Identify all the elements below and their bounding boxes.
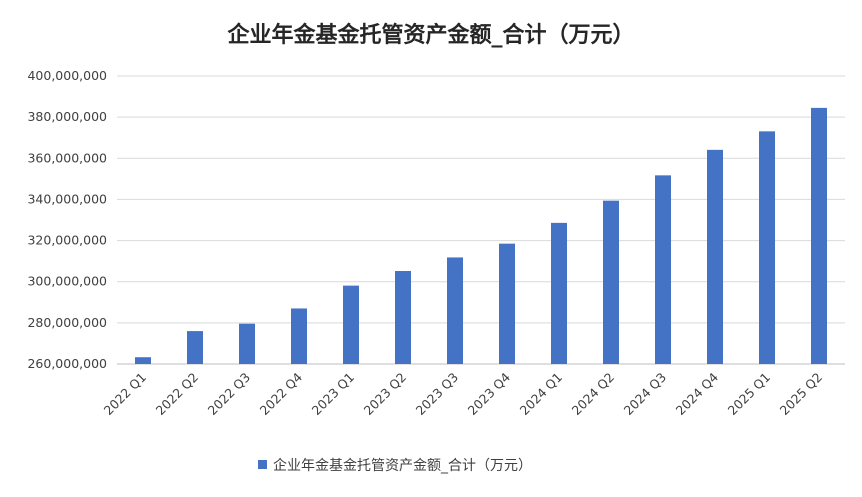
- bar: [447, 257, 463, 364]
- x-tick-label: 2022 Q1: [101, 370, 149, 418]
- x-tick-label: 2023 Q1: [309, 370, 357, 418]
- bar: [707, 149, 723, 364]
- x-tick-label: 2022 Q4: [257, 369, 306, 418]
- y-axis: 260,000,000 280,000,000 300,000,000 320,000…: [27, 68, 107, 371]
- x-tick-label: 2023 Q2: [361, 370, 409, 418]
- x-tick-label: 2023 Q3: [413, 370, 461, 418]
- bar: [135, 357, 151, 364]
- x-tick-label: 2022 Q2: [153, 370, 201, 418]
- x-tick-label: 2023 Q4: [465, 369, 514, 418]
- legend-swatch: [258, 460, 267, 469]
- legend-label: 企业年金基金托管资产金额_合计（万元）: [273, 457, 532, 474]
- y-tick-label: 320,000,000: [27, 233, 107, 248]
- bar: [291, 308, 307, 364]
- bar: [811, 107, 827, 364]
- x-tick-label: 2025 Q2: [777, 370, 825, 418]
- bar: [759, 131, 775, 364]
- x-tick-label: 2025 Q1: [725, 370, 773, 418]
- x-tick-label: 2022 Q3: [205, 370, 253, 418]
- bar: [187, 331, 203, 364]
- x-tick-label: 2024 Q1: [517, 370, 565, 418]
- bar: [395, 271, 411, 364]
- y-tick-label: 380,000,000: [27, 109, 107, 124]
- bar: [343, 285, 359, 364]
- bar: [239, 323, 255, 364]
- bar: [655, 175, 671, 364]
- x-tick-label: 2024 Q3: [621, 370, 669, 418]
- bar: [499, 243, 515, 364]
- y-tick-label: 400,000,000: [27, 68, 107, 83]
- y-tick-label: 300,000,000: [27, 274, 107, 289]
- y-tick-label: 260,000,000: [27, 356, 107, 371]
- gridlines: [117, 75, 845, 365]
- x-tick-label: 2024 Q4: [673, 369, 722, 418]
- bar: [603, 200, 619, 364]
- y-tick-label: 280,000,000: [27, 315, 107, 330]
- bar: [551, 222, 567, 364]
- y-tick-label: 340,000,000: [27, 191, 107, 206]
- legend: 企业年金基金托管资产金额_合计（万元）: [258, 457, 532, 474]
- x-axis: 2022 Q1 2022 Q2 2022 Q3 2022 Q4 2023 Q1 2023 …: [101, 369, 825, 418]
- chart-title: 企业年金基金托管资产金额_合计（万元）: [226, 22, 634, 48]
- y-tick-label: 360,000,000: [27, 150, 107, 165]
- x-tick-label: 2024 Q2: [569, 370, 617, 418]
- bars: [135, 107, 827, 364]
